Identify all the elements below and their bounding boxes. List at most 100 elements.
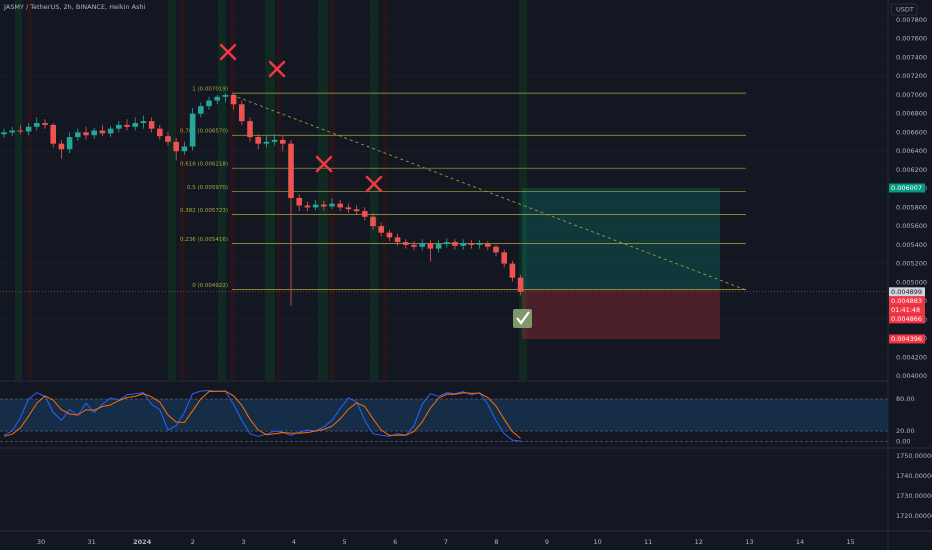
price-tag bbox=[889, 334, 925, 344]
fib-label: 0 (0.004922) bbox=[192, 283, 228, 289]
candle-body bbox=[329, 203, 335, 207]
y-tick-label: 0.007200 bbox=[896, 72, 927, 80]
y-tick-label: 0.004200 bbox=[896, 353, 927, 361]
price-tag-label: 0.004883 bbox=[891, 297, 922, 305]
candle-body bbox=[353, 209, 360, 212]
candle-body bbox=[165, 136, 171, 142]
red-stripe bbox=[277, 0, 281, 380]
red-stripe bbox=[383, 0, 387, 380]
price-tag bbox=[889, 183, 925, 193]
candle-body bbox=[345, 207, 352, 210]
x-tick-label: 15 bbox=[846, 538, 854, 546]
currency-box[interactable] bbox=[890, 3, 918, 16]
candle-body bbox=[444, 242, 450, 244]
red-stripe bbox=[330, 0, 335, 380]
signal-stripes bbox=[15, 0, 527, 380]
candle-body bbox=[312, 204, 319, 208]
candle-body bbox=[1, 132, 7, 135]
x-tick-label: 7 bbox=[444, 538, 448, 546]
candle-body bbox=[99, 130, 106, 134]
loss-zone bbox=[522, 289, 720, 339]
price-tag bbox=[889, 287, 925, 297]
candle-body bbox=[222, 94, 229, 97]
candle-body bbox=[411, 244, 417, 247]
candle-body bbox=[132, 123, 138, 127]
x-tick-label: 6 bbox=[393, 538, 397, 546]
y-tick-label: 1750.000000 bbox=[896, 452, 932, 460]
candle-body bbox=[370, 216, 376, 227]
candle-body bbox=[9, 130, 15, 133]
candle-body bbox=[206, 100, 212, 107]
candle-body bbox=[394, 237, 401, 243]
green-stripe bbox=[370, 0, 378, 380]
red-stripe bbox=[230, 0, 235, 380]
x-tick-label: 11 bbox=[644, 538, 652, 546]
green-stripe bbox=[519, 0, 527, 380]
price-tag-label: 0.004396 bbox=[891, 335, 922, 343]
candle-body bbox=[66, 137, 73, 150]
y-tick-label: 20.00 bbox=[896, 427, 915, 435]
candle-body bbox=[517, 277, 524, 292]
currency-label: USDT bbox=[896, 6, 914, 14]
indicator-line bbox=[3, 389, 521, 442]
candle-body bbox=[460, 242, 466, 246]
candle-body bbox=[509, 263, 516, 278]
y-tick-label: 0.005600 bbox=[896, 222, 927, 230]
y-tick-label: 0.007400 bbox=[896, 53, 927, 61]
cross-mark bbox=[365, 175, 383, 193]
price-tag-label: 0.006007 bbox=[891, 184, 922, 192]
candle-body bbox=[501, 252, 507, 264]
candle-body bbox=[42, 123, 48, 125]
fib-label: 1 (0.007019) bbox=[192, 87, 228, 93]
chart-title: JASMY / TetherUS, 2h, BINANCE, Heikin As… bbox=[3, 3, 146, 11]
x-tick-label: 4 bbox=[292, 538, 296, 546]
x-tick-label: 12 bbox=[695, 538, 703, 546]
y-tick-label: 0.005400 bbox=[896, 241, 927, 249]
candle-body bbox=[148, 121, 155, 129]
candle-body bbox=[337, 203, 343, 208]
price-axis-bg bbox=[888, 0, 932, 550]
countdown: 01:41:48 bbox=[891, 306, 920, 314]
check-tick bbox=[516, 311, 530, 325]
candle-body bbox=[17, 130, 24, 132]
y-tick-label: 0.007000 bbox=[896, 91, 927, 99]
candle-body bbox=[288, 143, 294, 199]
candle-body bbox=[124, 124, 130, 127]
x-tick-label: 3 bbox=[241, 538, 245, 546]
x-tick-label: 2 bbox=[191, 538, 195, 546]
price-tag-label: 0.004899 bbox=[891, 288, 922, 296]
candle-body bbox=[230, 94, 237, 105]
x-tick-label: 31 bbox=[87, 538, 95, 546]
cross-mark bbox=[219, 43, 237, 61]
candle-body bbox=[452, 242, 458, 246]
candle-body bbox=[263, 141, 270, 144]
fib-label: 0.786 (0.006570) bbox=[180, 129, 228, 135]
green-stripe bbox=[168, 0, 176, 380]
candle-body bbox=[189, 113, 196, 147]
candle-body bbox=[173, 141, 179, 152]
trend-line bbox=[231, 94, 747, 291]
green-stripe bbox=[265, 0, 275, 380]
x-tick-label: 2024 bbox=[133, 538, 152, 546]
candle-body bbox=[476, 243, 483, 245]
candle-body bbox=[280, 139, 286, 144]
candle-body bbox=[140, 121, 147, 124]
x-tick-label: 14 bbox=[796, 538, 804, 546]
y-tick-label: 0.007800 bbox=[896, 16, 927, 24]
candle-body bbox=[485, 243, 491, 247]
candle-body bbox=[427, 242, 434, 249]
fib-label: 0.5 (0.005970) bbox=[187, 185, 228, 191]
y-tick-label: 0.006200 bbox=[896, 166, 927, 174]
fib-label: 0.236 (0.005416) bbox=[180, 237, 228, 243]
candle-body bbox=[116, 124, 122, 129]
band-fill bbox=[0, 399, 888, 432]
candle-body bbox=[50, 124, 56, 144]
x-tick-label: 30 bbox=[37, 538, 45, 546]
candle-body bbox=[403, 242, 409, 245]
plot-layer: 1 (0.007019) 0.786 (0.006570) 0.618 (0.006… bbox=[0, 19, 888, 517]
price-tag bbox=[889, 314, 925, 324]
candle-body bbox=[157, 128, 163, 137]
y-tick-label: 0.004000 bbox=[896, 372, 927, 380]
candle-body bbox=[107, 128, 114, 134]
y-tick-label: 0.005800 bbox=[896, 203, 927, 211]
